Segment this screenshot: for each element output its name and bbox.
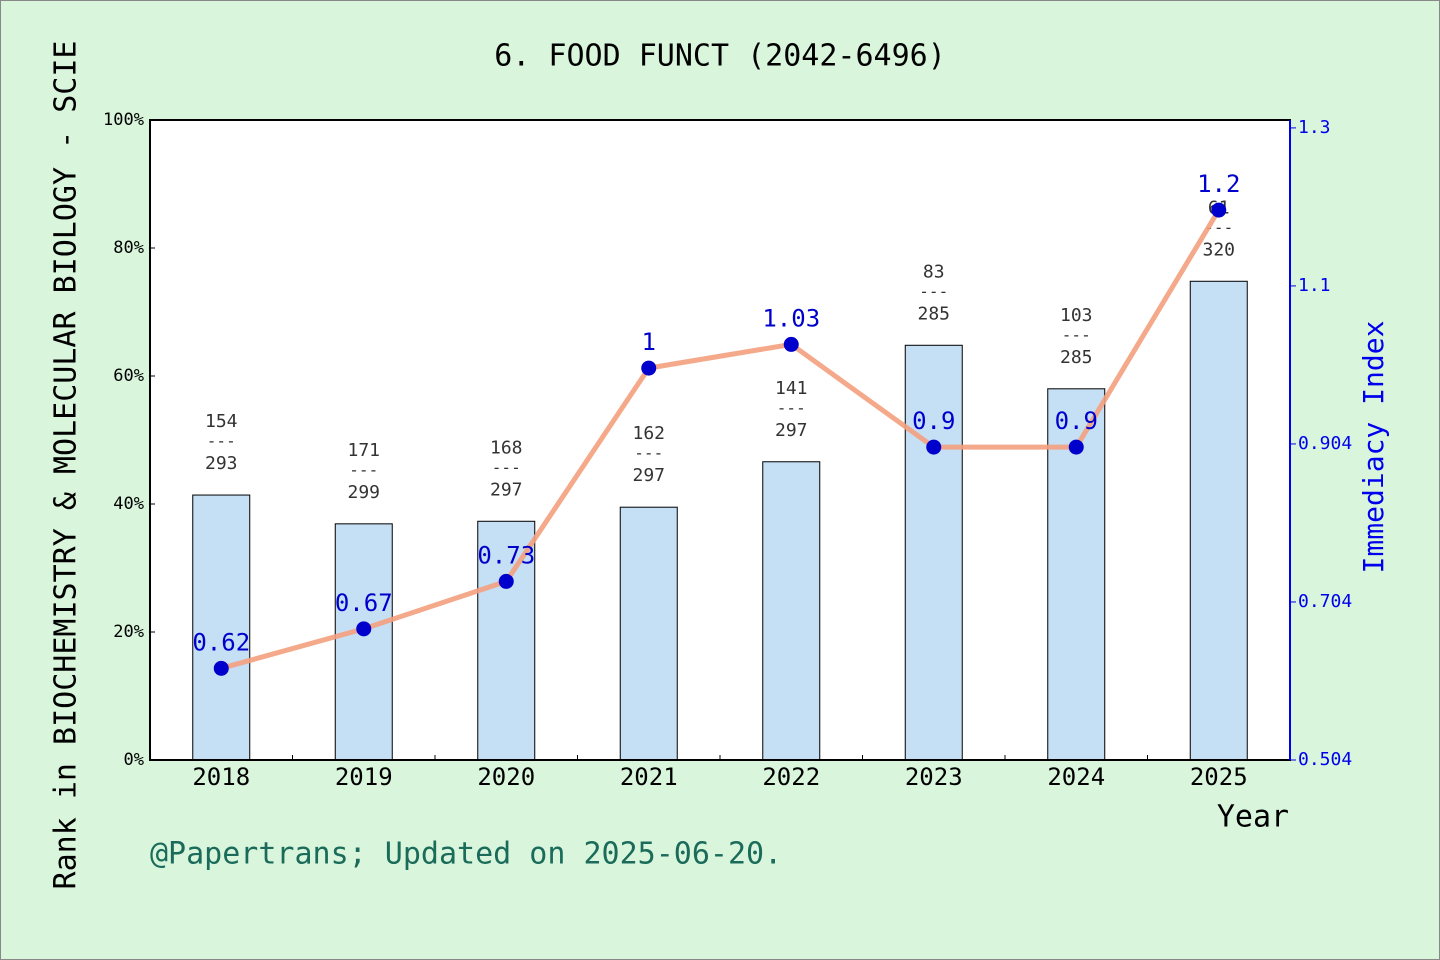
point bbox=[926, 439, 942, 455]
point bbox=[356, 621, 372, 637]
value-label: 1.03 bbox=[762, 304, 820, 332]
value-label: 1 bbox=[642, 328, 656, 356]
rank-label: 171 bbox=[347, 440, 380, 461]
bar bbox=[192, 494, 251, 761]
y2-tick-label: 0.904 bbox=[1298, 433, 1352, 454]
point bbox=[498, 573, 514, 589]
rank-label: 168 bbox=[490, 437, 523, 458]
bar bbox=[904, 344, 963, 761]
x-axis-title: Year bbox=[1217, 800, 1289, 835]
value-label: 0.9 bbox=[1055, 407, 1098, 435]
y-tick-label: 80% bbox=[113, 238, 144, 258]
total-label: 299 bbox=[347, 482, 380, 503]
total-label: 293 bbox=[205, 453, 238, 474]
total-label: 297 bbox=[775, 420, 808, 441]
rank-separator: --- bbox=[492, 458, 521, 477]
y-tick-label: 0% bbox=[124, 750, 144, 770]
chart-title: 6. FOOD FUNCT (2042-6496) bbox=[494, 39, 946, 74]
y-tick-label: 60% bbox=[113, 366, 144, 386]
y2-tick-label: 0.504 bbox=[1298, 749, 1352, 770]
total-label: 297 bbox=[490, 479, 523, 500]
footnote: @Papertrans; Updated on 2025-06-20. bbox=[150, 837, 782, 872]
plot-area bbox=[150, 120, 1290, 760]
point bbox=[1211, 202, 1227, 218]
value-label: 0.9 bbox=[912, 407, 955, 435]
rank-separator: --- bbox=[919, 282, 948, 301]
bar bbox=[477, 520, 536, 761]
total-label: 297 bbox=[632, 465, 665, 486]
rank-separator: --- bbox=[349, 460, 378, 479]
line bbox=[220, 208, 1221, 671]
bar bbox=[334, 523, 393, 761]
x-tick-label: 2023 bbox=[905, 763, 963, 791]
point bbox=[641, 360, 657, 376]
value-label: 0.62 bbox=[192, 628, 250, 656]
bar bbox=[1189, 280, 1248, 761]
rank-separator: --- bbox=[1062, 325, 1091, 344]
y-tick-label: 40% bbox=[113, 494, 144, 514]
rank-label: 103 bbox=[1060, 305, 1093, 326]
point bbox=[783, 336, 799, 352]
rank-label: 83 bbox=[923, 261, 945, 282]
x-tick-label: 2024 bbox=[1047, 763, 1105, 791]
value-label: 0.73 bbox=[477, 541, 535, 569]
total-label: 320 bbox=[1202, 239, 1235, 260]
value-label: 1.2 bbox=[1197, 170, 1240, 198]
x-tick-label: 2019 bbox=[335, 763, 393, 791]
rank-label: 141 bbox=[775, 378, 808, 399]
bar bbox=[762, 461, 821, 761]
value-label: 0.67 bbox=[335, 589, 393, 617]
rank-separator: --- bbox=[777, 398, 806, 417]
rank-label: 162 bbox=[632, 423, 665, 444]
x-tick-label: 2025 bbox=[1190, 763, 1248, 791]
y2-axis-title: Immediacy Index bbox=[1357, 321, 1390, 574]
total-label: 285 bbox=[1060, 347, 1093, 368]
point bbox=[213, 660, 229, 676]
bar bbox=[619, 506, 678, 761]
y-tick-label: 100% bbox=[103, 110, 144, 130]
rank-separator: --- bbox=[207, 432, 236, 451]
x-tick-label: 2018 bbox=[192, 763, 250, 791]
x-tick-label: 2022 bbox=[762, 763, 820, 791]
point bbox=[1068, 439, 1084, 455]
rank-separator: --- bbox=[634, 444, 663, 463]
y2-tick-label: 1.1 bbox=[1298, 275, 1331, 296]
y2-tick-label: 0.704 bbox=[1298, 591, 1352, 612]
x-tick-label: 2021 bbox=[620, 763, 678, 791]
y-axis-title: Rank in BIOCHEMISTRY & MOLECULAR BIOLOGY… bbox=[49, 41, 84, 890]
x-tick-label: 2020 bbox=[477, 763, 535, 791]
rank-label: 154 bbox=[205, 411, 238, 432]
total-label: 285 bbox=[917, 303, 950, 324]
y-tick-label: 20% bbox=[113, 622, 144, 642]
y2-tick-label: 1.3 bbox=[1298, 117, 1331, 138]
